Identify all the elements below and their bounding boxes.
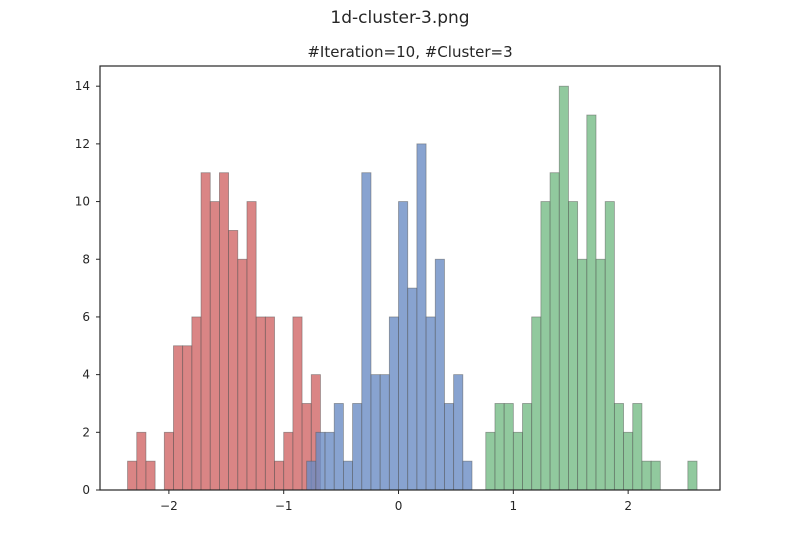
x-tick-label: 1 xyxy=(510,499,518,513)
hist-bar-series-2-bin-5 xyxy=(531,316,542,491)
hist-bar-series-2-bin-17 xyxy=(641,460,652,491)
hist-bar-series-1-bin-3 xyxy=(333,403,344,491)
chart-title: #Iteration=10, #Cluster=3 xyxy=(307,43,513,61)
x-tick-label: 2 xyxy=(624,499,632,513)
hist-bar-series-2-bin-7 xyxy=(549,172,560,491)
hist-bar-series-1-bin-2 xyxy=(324,431,335,491)
hist-bar-series-2-bin-13 xyxy=(604,201,615,491)
hist-bar-series-1-bin-1 xyxy=(315,431,326,491)
hist-bar-series-0-bin-14 xyxy=(255,316,266,491)
x-tick-label: −2 xyxy=(160,499,178,513)
hist-bar-series-0-bin-12 xyxy=(237,258,248,491)
x-tick-label: 0 xyxy=(395,499,403,513)
hist-bar-series-1-bin-14 xyxy=(434,258,445,491)
hist-bar-series-2-bin-2 xyxy=(503,403,514,491)
hist-bar-series-2-bin-22 xyxy=(687,460,698,491)
hist-bar-series-2-bin-12 xyxy=(595,258,606,491)
y-tick-label: 14 xyxy=(75,79,90,93)
hist-bar-series-2-bin-11 xyxy=(586,114,597,491)
y-tick-label: 2 xyxy=(82,425,90,439)
plot-frame xyxy=(99,65,721,491)
hist-bar-series-0-bin-4 xyxy=(163,431,174,491)
hist-bar-series-0-bin-10 xyxy=(219,172,230,491)
hist-bar-series-1-bin-4 xyxy=(343,460,354,491)
x-axis-ticks: −2 −1 0 1 2 xyxy=(160,490,632,513)
hist-bar-series-0-bin-6 xyxy=(182,345,193,491)
hist-bar-series-0-bin-2 xyxy=(145,460,156,491)
hist-bar-series-2-bin-16 xyxy=(632,403,643,491)
hist-bar-series-1-bin-13 xyxy=(425,316,436,491)
hist-bar-series-2-bin-8 xyxy=(558,85,569,491)
y-tick-label: 12 xyxy=(75,137,90,151)
hist-bar-series-0-bin-0 xyxy=(127,460,138,491)
hist-bar-series-0-bin-11 xyxy=(228,230,239,491)
hist-bar-series-2-bin-10 xyxy=(577,258,588,491)
hist-bar-series-0-bin-17 xyxy=(283,431,294,491)
hist-bar-series-2-bin-15 xyxy=(623,431,634,491)
hist-bar-series-1-bin-0 xyxy=(306,460,317,491)
hist-bar-series-2-bin-6 xyxy=(540,201,551,491)
hist-bar-series-0-bin-5 xyxy=(173,345,184,491)
hist-bar-series-1-bin-12 xyxy=(416,143,427,491)
hist-bar-series-2-bin-18 xyxy=(650,460,661,491)
y-tick-label: 6 xyxy=(82,310,90,324)
histogram-bars xyxy=(127,85,698,491)
hist-bar-series-2-bin-4 xyxy=(522,403,533,491)
y-tick-label: 8 xyxy=(82,252,90,266)
hist-bar-series-1-bin-7 xyxy=(370,374,381,491)
hist-bar-series-1-bin-15 xyxy=(444,403,455,491)
hist-bar-series-1-bin-6 xyxy=(361,172,372,491)
y-axis-ticks: 0 2 4 6 8 10 12 14 xyxy=(75,79,100,497)
hist-bar-series-0-bin-7 xyxy=(191,316,202,491)
hist-bar-series-1-bin-8 xyxy=(379,374,390,491)
x-tick-label: −1 xyxy=(275,499,293,513)
hist-bar-series-0-bin-18 xyxy=(292,316,303,491)
hist-bar-series-0-bin-16 xyxy=(274,460,285,491)
y-tick-label: 10 xyxy=(75,195,90,209)
hist-bar-series-1-bin-9 xyxy=(388,316,399,491)
hist-bar-series-0-bin-8 xyxy=(200,172,211,491)
hist-bar-series-2-bin-9 xyxy=(568,201,579,491)
hist-bar-series-0-bin-1 xyxy=(136,431,147,491)
hist-bar-series-2-bin-3 xyxy=(512,431,523,491)
hist-bar-series-1-bin-11 xyxy=(407,287,418,491)
hist-bar-series-0-bin-13 xyxy=(246,201,257,491)
hist-bar-series-2-bin-14 xyxy=(613,403,624,491)
hist-bar-series-1-bin-17 xyxy=(462,460,473,491)
hist-bar-series-1-bin-5 xyxy=(352,403,363,491)
hist-bar-series-1-bin-10 xyxy=(398,201,409,491)
hist-bar-series-1-bin-16 xyxy=(453,374,464,491)
hist-bar-series-2-bin-0 xyxy=(485,431,496,491)
hist-bar-series-2-bin-1 xyxy=(494,403,505,491)
figure-suptitle: 1d-cluster-3.png xyxy=(330,8,470,28)
hist-bar-series-0-bin-15 xyxy=(264,316,275,491)
hist-bar-series-0-bin-9 xyxy=(209,201,220,491)
y-tick-label: 4 xyxy=(82,368,90,382)
y-tick-label: 0 xyxy=(82,483,90,497)
